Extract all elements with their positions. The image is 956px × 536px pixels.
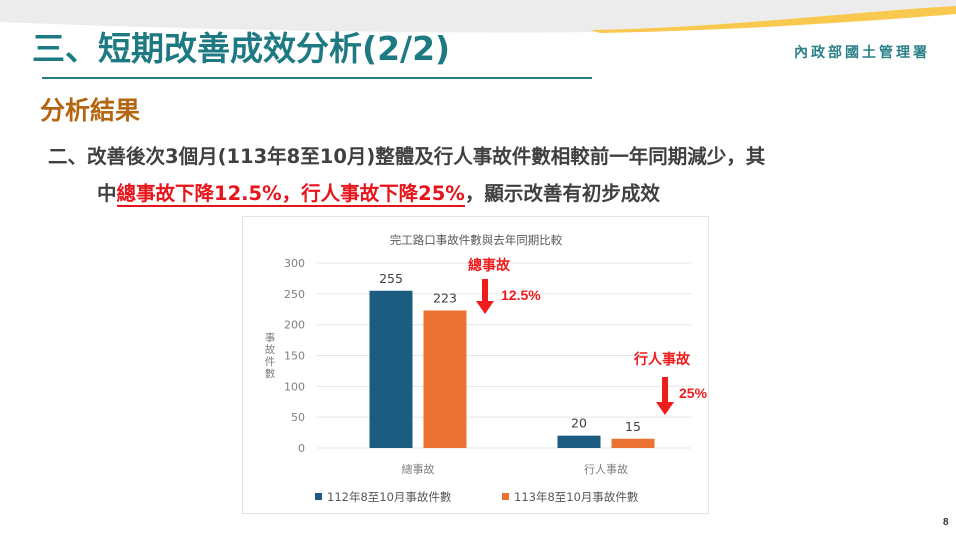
bar-chart: 完工路口事故件數與去年同期比較 0 50 100 150 200 250 300 事故件數 255… xyxy=(242,216,709,514)
bar-2024 xyxy=(611,438,655,448)
bar-2023 xyxy=(369,290,413,448)
y-tick-label: 50 xyxy=(291,411,305,424)
body-text-suffix: ，顯示改善有初步成效 xyxy=(464,182,660,205)
y-axis-label-char: 故 xyxy=(265,343,276,356)
data-label: 223 xyxy=(433,290,457,305)
organization-logo-text: 內政部國土管理署 xyxy=(794,45,930,61)
down-arrow-icon xyxy=(482,279,488,302)
x-category-label: 總事故 xyxy=(402,462,435,476)
y-tick-label: 100 xyxy=(284,380,305,393)
slide-title: 三、短期改善成效分析(2/2) xyxy=(32,29,451,68)
down-arrow-icon xyxy=(476,301,494,314)
y-tick-label: 300 xyxy=(284,257,305,270)
y-tick-label: 0 xyxy=(298,442,305,455)
legend-swatch xyxy=(502,493,509,500)
legend-label: 113年8至10月事故件數 xyxy=(514,490,639,504)
y-axis-label-char: 數 xyxy=(265,367,276,380)
annotation-percent: 25% xyxy=(679,385,708,401)
x-category-label: 行人事故 xyxy=(584,462,628,476)
annotation-label: 總事故 xyxy=(468,257,511,274)
down-arrow-icon xyxy=(656,402,674,415)
page-number: 8 xyxy=(943,517,949,528)
down-arrow-icon xyxy=(662,377,668,403)
legend-label: 112年8至10月事故件數 xyxy=(327,490,452,504)
bar-2023 xyxy=(557,435,601,448)
chart-canvas: 完工路口事故件數與去年同期比較 0 50 100 150 200 250 300 事故件數 255… xyxy=(265,233,708,504)
body-text-line-2: 中總事故下降12.5%，行人事故下降25%，顯示改善有初步成效 xyxy=(97,181,660,207)
section-heading: 分析結果 xyxy=(40,96,141,125)
data-label: 255 xyxy=(379,271,403,286)
body-text-line-1: 二、改善後次3個月(113年8至10月)整體及行人事故件數相較前一年同期減少，其 xyxy=(48,145,766,168)
chart-title: 完工路口事故件數與去年同期比較 xyxy=(390,233,563,247)
y-tick-label: 250 xyxy=(284,288,305,301)
y-axis-label-char: 事 xyxy=(265,331,276,344)
legend-swatch xyxy=(315,493,322,500)
y-tick-label: 200 xyxy=(284,319,305,332)
annotation-percent: 12.5% xyxy=(501,287,541,303)
y-tick-label: 150 xyxy=(284,350,305,363)
y-axis-label-char: 件 xyxy=(265,356,276,368)
data-label: 15 xyxy=(625,419,641,434)
highlighted-result: 總事故下降12.5%，行人事故下降25% xyxy=(116,182,465,207)
bar-2024 xyxy=(423,310,467,448)
annotation-label: 行人事故 xyxy=(633,351,691,368)
title-underline xyxy=(42,77,592,79)
data-label: 20 xyxy=(571,416,587,431)
body-text-prefix: 中 xyxy=(97,182,117,205)
